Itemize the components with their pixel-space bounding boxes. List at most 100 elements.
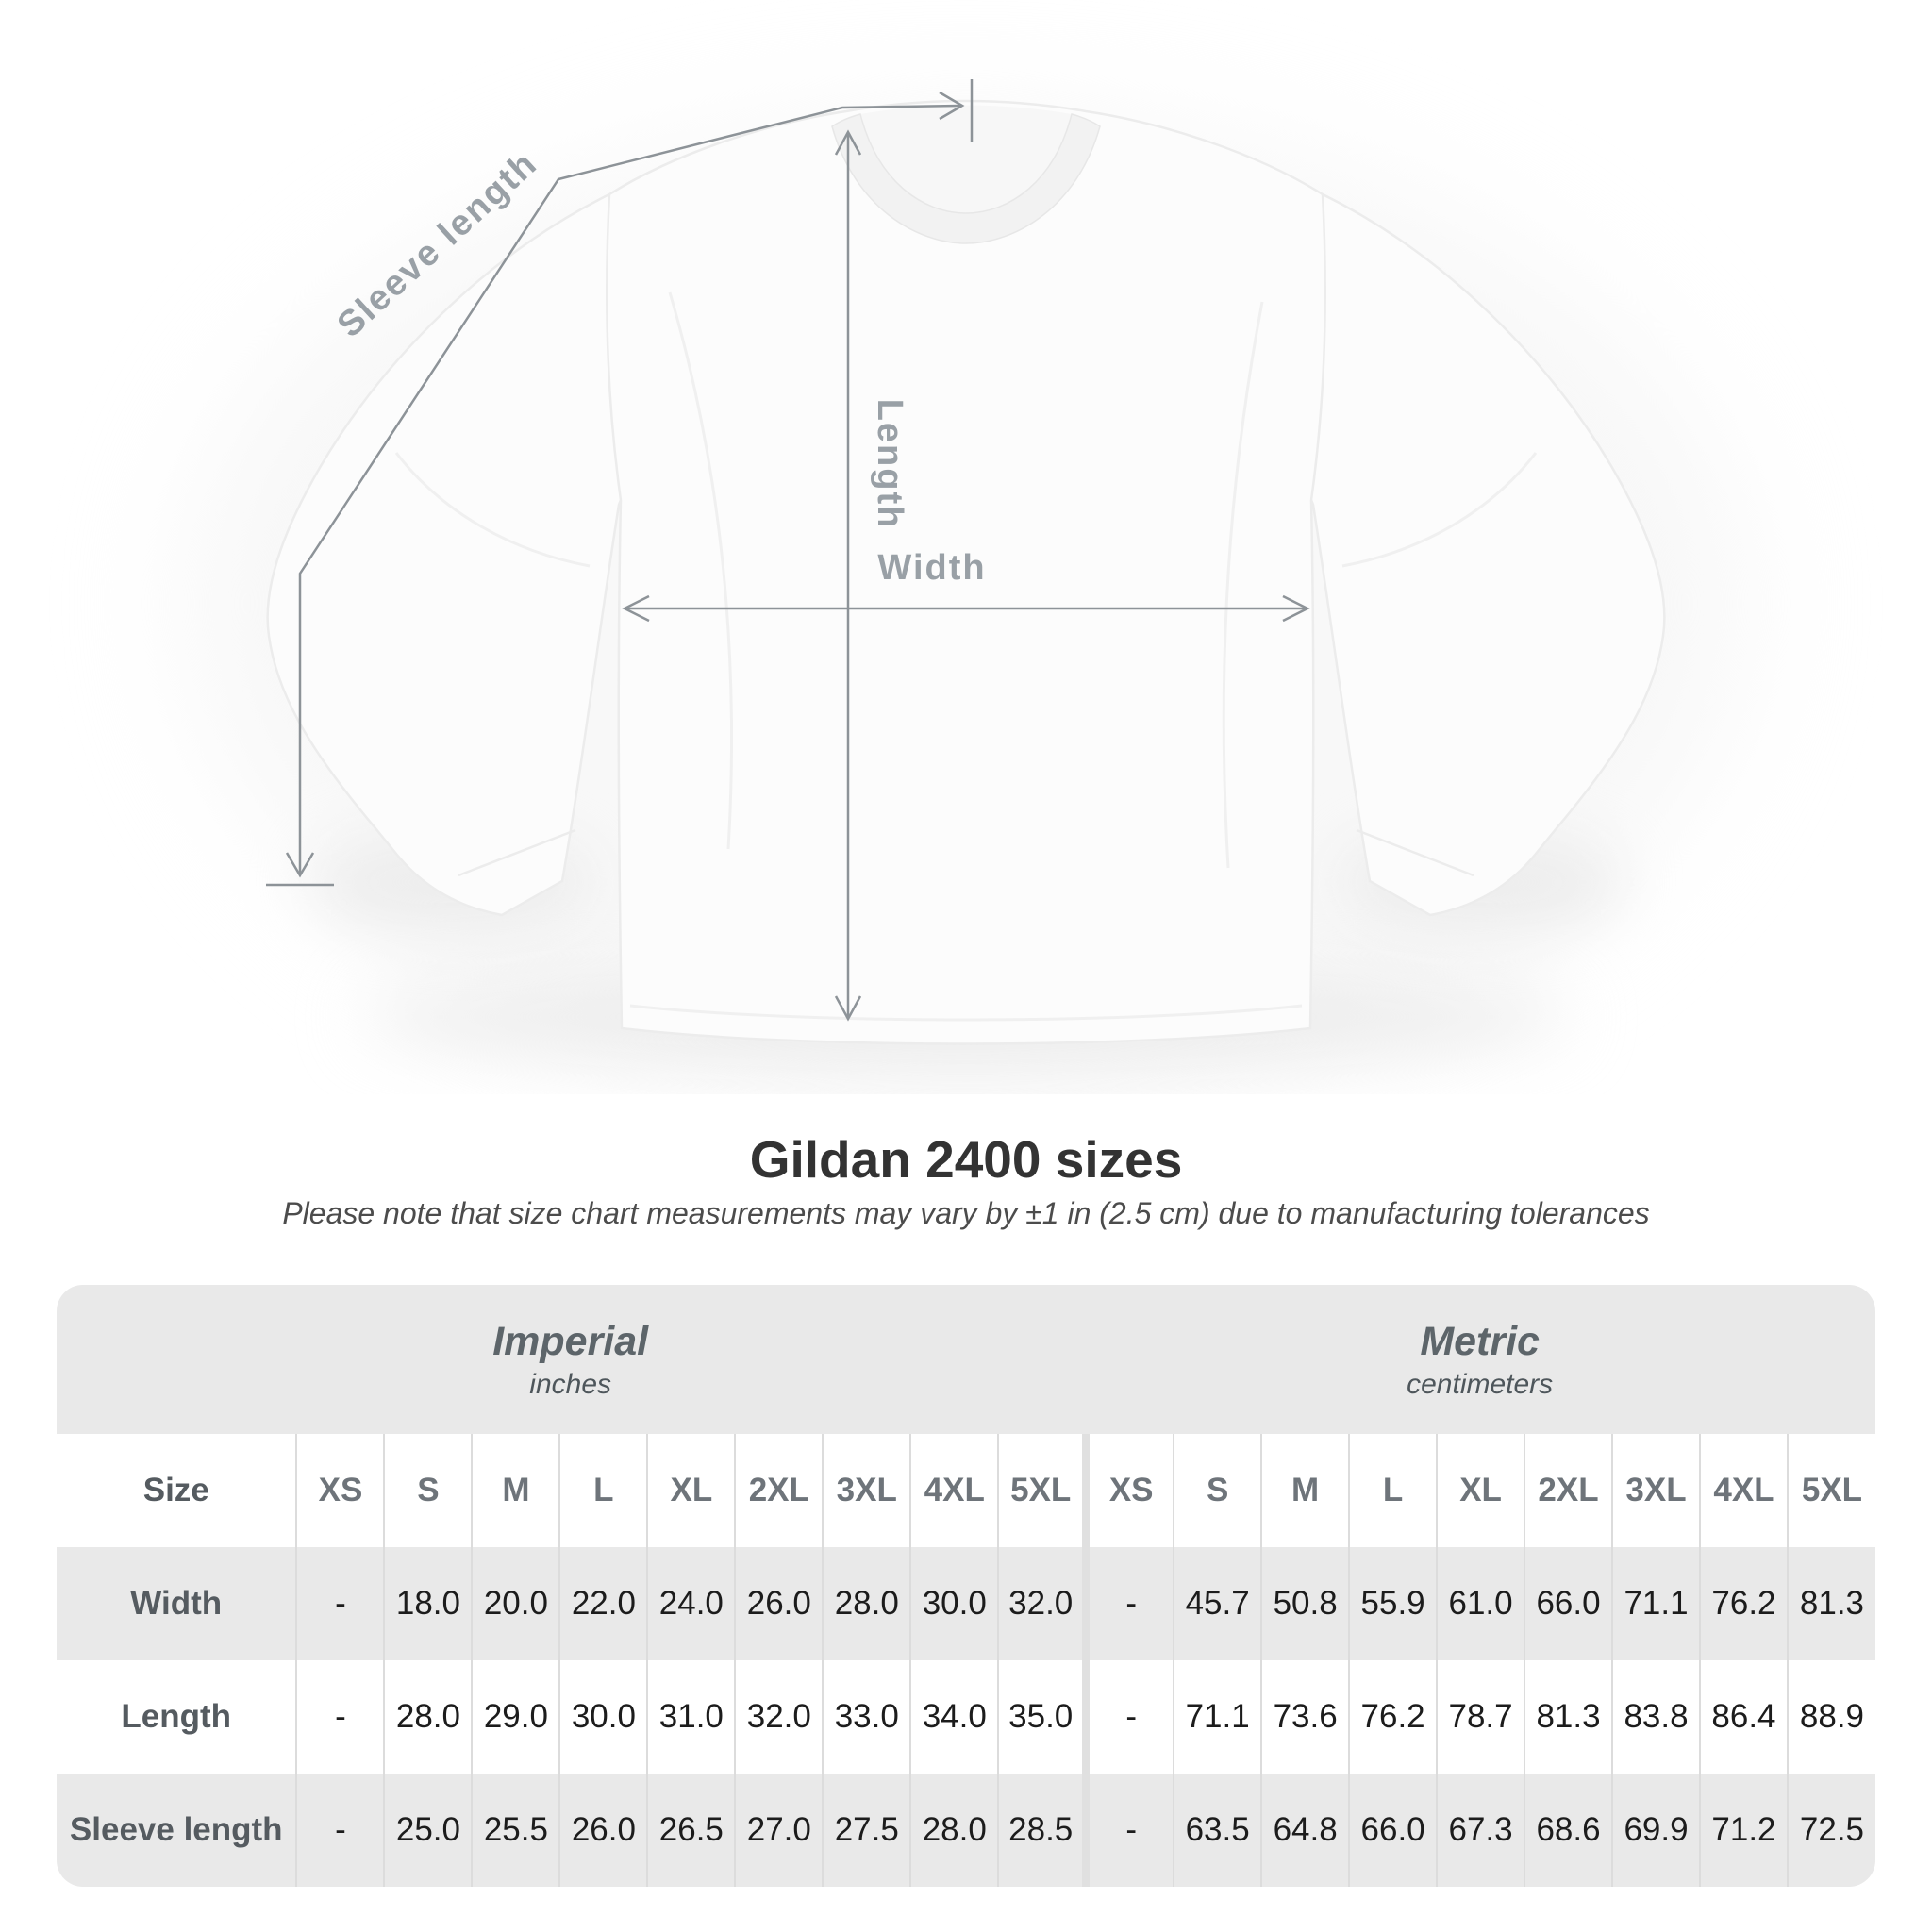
sleeve-length-metric-5xl-value: 72.5 (1786, 1774, 1875, 1887)
width-imperial-2xl-value: 26.0 (734, 1547, 824, 1660)
length-metric-2xl-value: 81.3 (1524, 1660, 1613, 1774)
size-table: Size XS S M L XL 2XL 3XL 4XL 5XL XS S M L XL 2XL 3XL 4XL… (57, 1434, 1875, 1887)
left-body-fold (668, 291, 734, 850)
sleeve-length-metric-xl-value: 67.3 (1436, 1774, 1525, 1887)
width-arrow-left-icon (622, 594, 650, 623)
imperial-group-header: Imperial inches (57, 1285, 1084, 1434)
width-metric-5xl-value: 81.3 (1786, 1547, 1875, 1660)
imperial-unit-label: inches (529, 1368, 612, 1400)
length-imperial-l-value: 30.0 (558, 1660, 648, 1774)
sleeve-length-imperial-m-value: 25.5 (471, 1774, 560, 1887)
width-arrow-right-icon (1282, 594, 1310, 623)
size-header-metric-xl: XL (1436, 1434, 1525, 1547)
size-header-imperial-m: M (471, 1434, 560, 1547)
left-armhole-seam (606, 193, 623, 501)
sleeve-length-imperial-3xl-value: 27.5 (822, 1774, 911, 1887)
width-metric-2xl-value: 66.0 (1524, 1547, 1613, 1660)
length-metric-l-value: 76.2 (1348, 1660, 1438, 1774)
size-header-metric-l: L (1348, 1434, 1438, 1547)
sleeve-length-arrow-down-icon (285, 852, 315, 878)
sleeve-length-imperial-xs-value: - (295, 1774, 385, 1887)
length-imperial-4xl-value: 34.0 (909, 1660, 999, 1774)
sleeve-length-arrow-right-icon (939, 91, 965, 121)
length-metric-5xl-value: 88.9 (1786, 1660, 1875, 1774)
sleeve-length-metric-2xl-value: 68.6 (1524, 1774, 1613, 1887)
width-metric-xl-value: 61.0 (1436, 1547, 1525, 1660)
measurement-row-length: Length -28.0 29.0 30.0 31.0 32.0 33.0 34.0 35.0-… (57, 1660, 1875, 1774)
left-cuff-seam (458, 828, 576, 877)
size-header-metric-5xl: 5XL (1786, 1434, 1875, 1547)
width-row-label: Width (130, 1585, 223, 1622)
width-imperial-xs-value: - (295, 1547, 385, 1660)
length-imperial-5xl-value: 35.0 (997, 1660, 1087, 1774)
size-header-metric-4xl: 4XL (1698, 1434, 1788, 1547)
sleeve-length-metric-s-value: 63.5 (1173, 1774, 1262, 1887)
length-metric-s-value: 71.1 (1173, 1660, 1262, 1774)
size-header-metric-2xl: 2XL (1524, 1434, 1613, 1547)
width-imperial-s-value: 18.0 (383, 1547, 473, 1660)
metric-group-header: Metric centimeters (1084, 1285, 1875, 1434)
width-imperial-l-value: 22.0 (558, 1547, 648, 1660)
shirt-measurement-diagram: Sleeve length Length Width (266, 79, 1666, 1060)
sleeve-length-imperial-s-value: 25.0 (383, 1774, 473, 1887)
width-metric-l-value: 55.9 (1348, 1547, 1438, 1660)
hem-stitch-line (629, 1004, 1303, 1022)
sleeve-length-metric-m-value: 64.8 (1260, 1774, 1350, 1887)
length-metric-3xl-value: 83.8 (1611, 1660, 1700, 1774)
length-row-label: Length (121, 1698, 232, 1735)
size-table-card: Imperial inches Metric centimeters Size … (57, 1285, 1875, 1887)
collar-back-panel (860, 105, 1072, 213)
metric-label: Metric (1420, 1318, 1540, 1364)
size-header-imperial-s: S (383, 1434, 473, 1547)
measurement-row-width: Width -18.0 20.0 22.0 24.0 26.0 28.0 30.0 32.0-4… (57, 1547, 1875, 1660)
unit-band: Imperial inches Metric centimeters (57, 1285, 1875, 1434)
length-imperial-2xl-value: 32.0 (734, 1660, 824, 1774)
size-header-imperial-5xl: 5XL (997, 1434, 1087, 1547)
sleeve-length-imperial-4xl-value: 28.0 (909, 1774, 999, 1887)
size-header-imperial-4xl: 4XL (909, 1434, 999, 1547)
length-metric-xl-value: 78.7 (1436, 1660, 1525, 1774)
collar-band (831, 113, 1101, 244)
length-arrow-down-icon (834, 995, 862, 1022)
sleeve-length-imperial-l-value: 26.0 (558, 1774, 648, 1887)
size-header-metric-xs: XS (1082, 1434, 1174, 1547)
metric-unit-label: centimeters (1407, 1368, 1554, 1400)
length-metric-4xl-value: 86.4 (1698, 1660, 1788, 1774)
length-imperial-s-value: 28.0 (383, 1660, 473, 1774)
size-header-metric-m: M (1260, 1434, 1350, 1547)
length-imperial-3xl-value: 33.0 (822, 1660, 911, 1774)
sleeve-length-metric-4xl-value: 71.2 (1698, 1774, 1788, 1887)
length-label: Length (870, 399, 909, 530)
width-imperial-xl-value: 24.0 (646, 1547, 736, 1660)
size-header-imperial-l: L (558, 1434, 648, 1547)
size-header-imperial-xl: XL (646, 1434, 736, 1547)
length-imperial-xl-value: 31.0 (646, 1660, 736, 1774)
length-imperial-m-value: 29.0 (471, 1660, 560, 1774)
imperial-label: Imperial (492, 1318, 649, 1364)
sleeve-length-imperial-2xl-value: 27.0 (734, 1774, 824, 1887)
width-metric-xs-value: - (1082, 1547, 1174, 1660)
width-metric-3xl-value: 71.1 (1611, 1547, 1700, 1660)
page-title: Gildan 2400 sizes (749, 1130, 1183, 1189)
size-table-body: Width -18.0 20.0 22.0 24.0 26.0 28.0 30.0 32.0-4… (57, 1547, 1875, 1887)
width-metric-4xl-value: 76.2 (1698, 1547, 1788, 1660)
right-armhole-seam (1309, 193, 1326, 501)
width-imperial-3xl-value: 28.0 (822, 1547, 911, 1660)
tolerance-note: Please note that size chart measurements… (282, 1196, 1650, 1230)
length-imperial-xs-value: - (295, 1660, 385, 1774)
length-metric-xs-value: - (1082, 1660, 1174, 1774)
sleeve-length-metric-3xl-value: 69.9 (1611, 1774, 1700, 1887)
sleeve-length-row-label: Sleeve length (69, 1811, 283, 1848)
sleeve-length-metric-xs-value: - (1082, 1774, 1174, 1887)
width-metric-s-value: 45.7 (1173, 1547, 1262, 1660)
length-metric-m-value: 73.6 (1260, 1660, 1350, 1774)
size-column-header: Size (142, 1472, 209, 1508)
size-header-row: Size XS S M L XL 2XL 3XL 4XL 5XL XS S M L XL 2XL 3XL 4XL… (57, 1434, 1875, 1547)
shirt-silhouette (266, 99, 1666, 1045)
right-body-fold (1222, 301, 1264, 869)
sleeve-length-line (298, 104, 961, 874)
width-label: Width (877, 548, 986, 588)
width-imperial-5xl-value: 32.0 (997, 1547, 1087, 1660)
right-sleeve-fold (1341, 452, 1538, 568)
